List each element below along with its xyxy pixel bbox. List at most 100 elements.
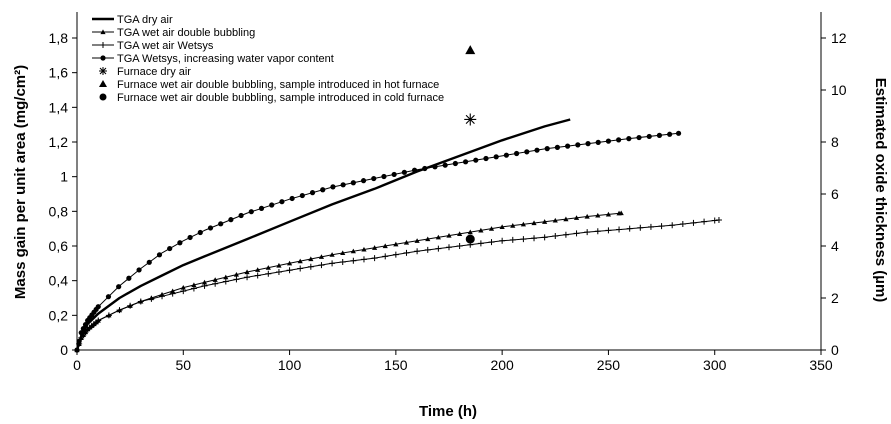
data-point bbox=[520, 236, 527, 243]
legend-label: Furnace wet air double bubbling, sample … bbox=[117, 92, 444, 104]
data-point bbox=[146, 259, 152, 265]
data-point bbox=[339, 259, 346, 266]
data-point bbox=[372, 245, 378, 250]
data-point bbox=[646, 133, 652, 140]
series-line bbox=[76, 132, 679, 351]
data-point bbox=[201, 282, 208, 289]
data-point bbox=[503, 152, 509, 158]
data-point bbox=[626, 225, 633, 232]
data-point bbox=[207, 225, 214, 231]
legend-marker bbox=[99, 67, 107, 75]
data-point bbox=[483, 155, 489, 162]
data-point bbox=[520, 221, 526, 227]
data-point bbox=[212, 277, 218, 282]
data-point bbox=[78, 330, 84, 336]
data-point bbox=[585, 141, 591, 147]
series-3 bbox=[74, 217, 722, 353]
data-point bbox=[126, 275, 132, 281]
y-tick-label: 1,2 bbox=[49, 134, 69, 150]
legend-label: TGA Wetsys, increasing water vapor conte… bbox=[117, 53, 334, 65]
data-point bbox=[554, 144, 561, 150]
data-point bbox=[565, 143, 571, 149]
data-point bbox=[212, 280, 219, 287]
data-point bbox=[473, 157, 479, 163]
data-point bbox=[330, 184, 336, 190]
data-point bbox=[350, 248, 356, 254]
data-point bbox=[297, 258, 303, 264]
data-point bbox=[74, 347, 80, 353]
data-point bbox=[228, 217, 234, 223]
data-point bbox=[605, 227, 612, 234]
data-point bbox=[105, 294, 112, 300]
data-point bbox=[329, 260, 336, 267]
data-point bbox=[275, 269, 282, 275]
data-point bbox=[95, 317, 102, 324]
data-point bbox=[403, 249, 410, 256]
data-point bbox=[265, 270, 272, 277]
data-point bbox=[276, 262, 282, 268]
data-point bbox=[499, 224, 505, 230]
data-point bbox=[254, 272, 261, 279]
legend-item: Furnace dry air bbox=[99, 66, 191, 78]
legend-marker bbox=[100, 29, 106, 35]
data-point bbox=[636, 134, 642, 141]
series-4 bbox=[74, 130, 682, 353]
series-line bbox=[76, 219, 720, 351]
data-point bbox=[531, 235, 538, 242]
data-point bbox=[248, 209, 254, 215]
data-point bbox=[499, 237, 506, 244]
data-point bbox=[244, 269, 250, 275]
data-point bbox=[616, 137, 622, 143]
legend-item: Furnace wet air double bubbling, sample … bbox=[99, 79, 439, 91]
data-point bbox=[464, 113, 477, 126]
data-point bbox=[258, 205, 265, 211]
data-point bbox=[422, 165, 428, 172]
data-point bbox=[552, 217, 558, 223]
data-point bbox=[414, 248, 421, 255]
data-point bbox=[477, 240, 484, 247]
y2-tick-label: 12 bbox=[831, 30, 847, 46]
y-tick-label: 0,2 bbox=[49, 307, 69, 323]
data-point bbox=[465, 234, 475, 244]
x-tick-label: 300 bbox=[703, 357, 727, 373]
x-tick-label: 150 bbox=[384, 357, 408, 373]
data-point bbox=[167, 245, 173, 252]
data-point bbox=[669, 222, 676, 229]
y2-tick-label: 10 bbox=[831, 82, 847, 98]
data-point bbox=[647, 223, 654, 230]
data-point bbox=[584, 213, 590, 219]
data-point bbox=[190, 285, 197, 292]
x-tick-label: 350 bbox=[809, 357, 833, 373]
series-2 bbox=[74, 210, 624, 353]
legend-item: TGA dry air bbox=[92, 14, 173, 26]
data-point bbox=[452, 160, 458, 167]
y-axis-title: Mass gain per unit area (mg/cm²) bbox=[12, 65, 29, 299]
data-point bbox=[307, 263, 314, 270]
data-point bbox=[350, 257, 357, 264]
axes: 0 50 100 150 200 250 300 35000,20,40,60,811,21,… bbox=[49, 12, 847, 373]
data-point bbox=[116, 307, 123, 314]
data-point bbox=[675, 130, 682, 136]
legend-label: TGA dry air bbox=[117, 14, 173, 26]
y2-tick-label: 8 bbox=[831, 134, 839, 150]
data-point bbox=[177, 240, 183, 246]
data-point bbox=[361, 246, 367, 252]
legend-item: TGA wet air double bubbling bbox=[92, 27, 255, 39]
legend-label: Furnace dry air bbox=[117, 66, 191, 78]
data-point bbox=[309, 190, 316, 196]
data-point bbox=[488, 226, 495, 231]
y-tick-label: 0 bbox=[60, 342, 68, 358]
x-axis-title: Time (h) bbox=[419, 403, 477, 420]
y-tick-label: 1,4 bbox=[49, 99, 69, 115]
x-tick-label: 50 bbox=[175, 357, 191, 373]
legend-label: Furnace wet air double bubbling, sample … bbox=[117, 79, 439, 91]
data-point bbox=[563, 216, 569, 222]
data-point bbox=[575, 142, 581, 148]
data-point bbox=[573, 215, 580, 220]
data-point bbox=[595, 212, 601, 218]
data-point bbox=[542, 219, 548, 224]
data-point bbox=[148, 295, 155, 302]
data-point bbox=[667, 131, 673, 137]
data-point bbox=[562, 231, 569, 238]
